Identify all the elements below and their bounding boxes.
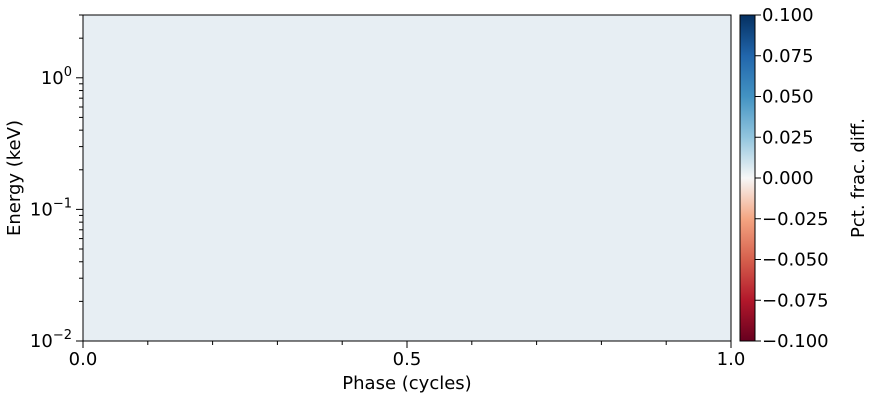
colorbar-tick-label: −0.100 (762, 331, 829, 352)
colorbar-tick-label: 0.075 (762, 46, 814, 67)
colorbar: 0.100 0.075 0.050 0.025 0.000 −0.025 −0.050 −0.… (739, 5, 869, 352)
plot-area (82, 14, 732, 342)
y-tick-label: 10−2 (30, 328, 72, 352)
y-axis: 10−2 10−1 100 (30, 14, 83, 352)
x-tick-label: 0.0 (69, 349, 98, 370)
colorbar-tick-label: 0.025 (762, 127, 814, 148)
x-axis-label: Phase (cycles) (342, 373, 471, 394)
heatmap-cell (83, 15, 731, 341)
x-axis: 0.0 0.5 1.0 (69, 341, 746, 370)
colorbar-tick-label: 0.050 (762, 87, 814, 108)
y-tick-label: 100 (41, 65, 72, 89)
colorbar-ticks: 0.100 0.075 0.050 0.025 0.000 −0.025 −0.050 −0.… (755, 5, 829, 352)
colorbar-tick-label: −0.025 (762, 209, 829, 230)
colorbar-tick-label: −0.050 (762, 250, 829, 271)
colorbar-tick-label: 0.000 (762, 168, 814, 189)
x-tick-label: 1.0 (717, 349, 746, 370)
colorbar-gradient (739, 14, 756, 342)
x-tick-label: 0.5 (393, 349, 422, 370)
colorbar-tick-label: −0.075 (762, 290, 829, 311)
y-axis-label: Energy (keV) (4, 120, 25, 236)
colorbar-tick-label: 0.100 (762, 5, 814, 26)
y-tick-label: 10−1 (30, 196, 72, 220)
colorbar-label: Pct. frac. diff. (848, 118, 869, 238)
